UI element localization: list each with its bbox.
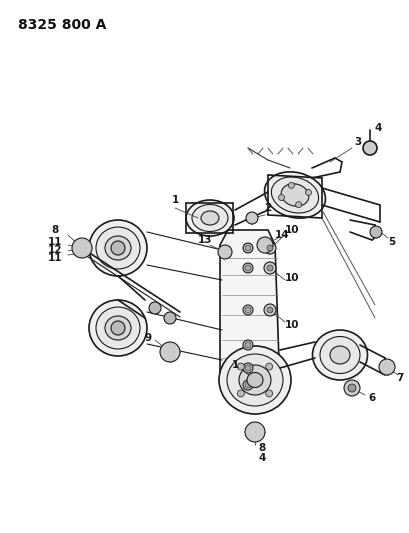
Circle shape bbox=[148, 302, 161, 314]
Text: 4: 4 bbox=[373, 123, 381, 133]
Polygon shape bbox=[220, 230, 279, 395]
Ellipse shape bbox=[281, 184, 308, 206]
Circle shape bbox=[265, 363, 272, 370]
Text: 14: 14 bbox=[274, 230, 289, 240]
Circle shape bbox=[245, 422, 264, 442]
Ellipse shape bbox=[191, 205, 227, 231]
Circle shape bbox=[218, 245, 231, 259]
Circle shape bbox=[266, 265, 272, 271]
Circle shape bbox=[347, 384, 355, 392]
Text: 8: 8 bbox=[258, 443, 265, 453]
Text: 10: 10 bbox=[284, 273, 299, 283]
Ellipse shape bbox=[89, 220, 147, 276]
Text: 8325 800 A: 8325 800 A bbox=[18, 18, 106, 32]
Text: 9: 9 bbox=[144, 333, 151, 343]
Circle shape bbox=[288, 182, 294, 188]
Circle shape bbox=[265, 390, 272, 397]
Ellipse shape bbox=[246, 373, 262, 387]
Text: 10: 10 bbox=[284, 320, 299, 330]
Circle shape bbox=[263, 242, 275, 254]
Circle shape bbox=[266, 245, 272, 251]
Ellipse shape bbox=[186, 200, 234, 236]
Circle shape bbox=[343, 380, 359, 396]
Circle shape bbox=[72, 238, 92, 258]
Circle shape bbox=[369, 226, 381, 238]
Ellipse shape bbox=[329, 346, 349, 364]
Ellipse shape bbox=[312, 330, 366, 380]
Circle shape bbox=[305, 189, 311, 196]
Circle shape bbox=[245, 212, 257, 224]
Text: 6: 6 bbox=[367, 393, 375, 403]
Text: 11: 11 bbox=[47, 253, 62, 263]
Circle shape bbox=[245, 365, 250, 371]
Text: 7: 7 bbox=[396, 373, 403, 383]
Ellipse shape bbox=[218, 346, 290, 414]
Text: 10: 10 bbox=[284, 225, 299, 235]
Ellipse shape bbox=[96, 227, 139, 269]
Circle shape bbox=[378, 359, 394, 375]
Circle shape bbox=[243, 243, 252, 253]
Ellipse shape bbox=[271, 177, 318, 213]
Circle shape bbox=[256, 237, 272, 253]
Ellipse shape bbox=[264, 172, 325, 218]
Text: 12: 12 bbox=[47, 245, 62, 255]
Ellipse shape bbox=[238, 365, 270, 395]
Circle shape bbox=[263, 262, 275, 274]
Circle shape bbox=[263, 304, 275, 316]
Circle shape bbox=[160, 342, 180, 362]
Circle shape bbox=[245, 245, 250, 251]
Circle shape bbox=[243, 340, 252, 350]
Circle shape bbox=[243, 263, 252, 273]
Ellipse shape bbox=[105, 236, 131, 260]
Circle shape bbox=[245, 265, 250, 271]
Circle shape bbox=[295, 201, 301, 208]
Text: 13: 13 bbox=[197, 235, 212, 245]
Circle shape bbox=[245, 307, 250, 313]
Text: 1: 1 bbox=[171, 195, 178, 205]
Ellipse shape bbox=[200, 211, 218, 225]
Text: 5: 5 bbox=[387, 237, 395, 247]
Text: 2: 2 bbox=[264, 203, 271, 213]
Circle shape bbox=[164, 312, 175, 324]
Circle shape bbox=[245, 342, 250, 348]
Circle shape bbox=[245, 382, 250, 388]
Circle shape bbox=[243, 380, 252, 390]
Circle shape bbox=[111, 321, 125, 335]
Circle shape bbox=[243, 305, 252, 315]
Text: 3: 3 bbox=[353, 137, 361, 147]
Ellipse shape bbox=[319, 336, 359, 374]
Ellipse shape bbox=[89, 300, 147, 356]
Circle shape bbox=[266, 307, 272, 313]
Circle shape bbox=[278, 195, 284, 200]
Ellipse shape bbox=[105, 316, 131, 340]
Text: 11: 11 bbox=[47, 237, 62, 247]
Ellipse shape bbox=[227, 354, 282, 406]
Circle shape bbox=[111, 241, 125, 255]
Text: 4: 4 bbox=[258, 453, 265, 463]
Text: 8: 8 bbox=[51, 225, 58, 235]
Text: 1: 1 bbox=[231, 360, 238, 370]
Circle shape bbox=[237, 390, 244, 397]
Ellipse shape bbox=[96, 307, 139, 349]
Circle shape bbox=[243, 363, 252, 373]
Circle shape bbox=[237, 363, 244, 370]
Circle shape bbox=[362, 141, 376, 155]
